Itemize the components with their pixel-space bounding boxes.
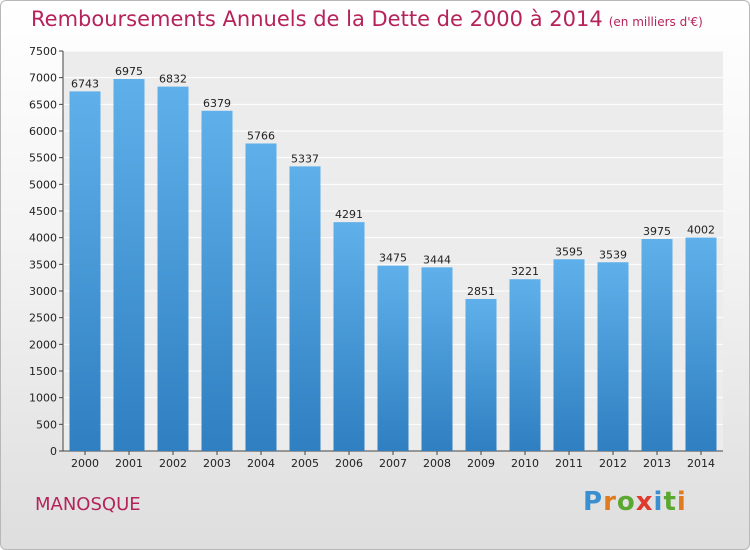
chart-title-text: Remboursements Annuels de la Dette de 20… [31,7,603,31]
x-tick-label: 2003 [203,457,231,470]
y-tick-label: 6000 [29,125,57,138]
x-tick-label: 2010 [511,457,539,470]
bar-value-label: 3475 [379,252,407,265]
bar [509,279,541,451]
bar-value-label: 6975 [115,65,143,78]
y-tick-label: 3500 [29,258,57,271]
bar [685,237,717,451]
y-tick-label: 3000 [29,285,57,298]
bar-value-label: 6379 [203,97,231,110]
logo-letter: i [653,487,664,517]
y-tick-label: 7500 [29,45,57,58]
bar [553,259,585,451]
bar-value-label: 3444 [423,253,451,266]
bar [465,298,497,451]
logo-letter: r [603,487,617,517]
bar-value-label: 6832 [159,73,187,86]
x-tick-label: 2012 [599,457,627,470]
y-tick-label: 1000 [29,392,57,405]
x-tick-label: 2011 [555,457,583,470]
bar [333,222,365,451]
bar-value-label: 5766 [247,129,275,142]
x-tick-label: 2004 [247,457,275,470]
proxiti-logo: Proxiti [583,487,687,517]
bar-value-label: 4291 [335,208,363,221]
y-tick-label: 7000 [29,72,57,85]
chart-subtitle: (en milliers d'€) [608,15,703,29]
bar [597,262,629,451]
x-tick-label: 2002 [159,457,187,470]
bar [157,86,189,452]
x-tick-label: 2013 [643,457,671,470]
y-tick-label: 0 [50,445,57,458]
logo-letter: o [616,487,636,517]
bar-value-label: 3221 [511,265,539,278]
y-tick-label: 2000 [29,338,57,351]
bar [289,166,321,452]
bar-value-label: 6743 [71,77,99,90]
y-tick-label: 4000 [29,232,57,245]
x-tick-label: 2009 [467,457,495,470]
y-tick-label: 4500 [29,205,57,218]
bar-value-label: 4002 [687,224,715,237]
bar [113,79,145,451]
y-tick-label: 5500 [29,152,57,165]
y-tick-label: 5000 [29,178,57,191]
bar-value-label: 3975 [643,225,671,238]
y-tick-label: 6500 [29,98,57,111]
bar-value-label: 3595 [555,245,583,258]
bar [377,265,409,451]
y-tick-label: 1500 [29,365,57,378]
x-tick-label: 2008 [423,457,451,470]
x-tick-label: 2007 [379,457,407,470]
bar [245,143,277,452]
y-tick-label: 2500 [29,312,57,325]
logo-letter: P [583,487,604,517]
bar [201,110,233,451]
logo-letter: i [676,487,687,517]
bar-value-label: 5337 [291,152,319,165]
bar [421,267,453,451]
x-tick-label: 2000 [71,457,99,470]
bar [641,239,673,451]
x-tick-label: 2001 [115,457,143,470]
x-tick-label: 2006 [335,457,363,470]
x-tick-label: 2005 [291,457,319,470]
logo-letter: t [663,487,677,517]
place-name: MANOSQUE [35,494,141,515]
x-tick-label: 2014 [687,457,715,470]
chart-title: Remboursements Annuels de la Dette de 20… [31,7,703,31]
bar-value-label: 3539 [599,248,627,261]
bar-value-label: 2851 [467,285,495,298]
y-tick-label: 500 [36,418,57,431]
bar [69,91,101,451]
logo-letter: x [635,487,654,517]
